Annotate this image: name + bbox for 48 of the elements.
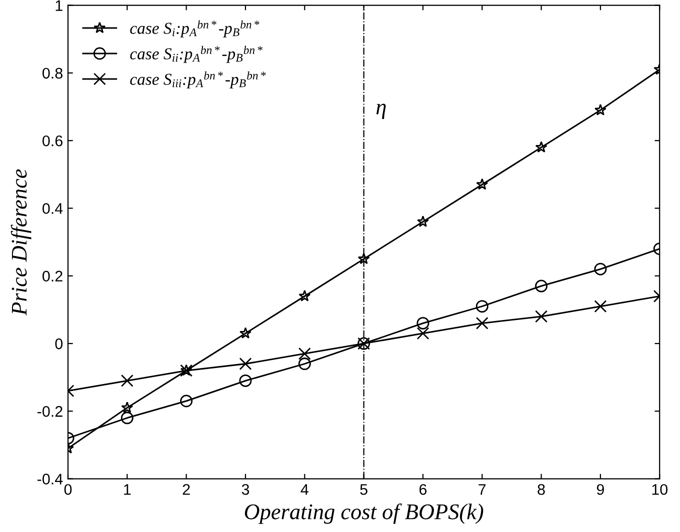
x-tick-label: 4 [300,484,308,495]
point [120,374,134,387]
x-tick-label: 2 [182,484,190,495]
point [416,216,429,227]
point [416,316,430,330]
x-tick-label: 6 [419,484,427,495]
y-tick-label: 0.6 [42,135,62,146]
point [120,412,134,424]
legend-label: case S$_{ii}$:p$_{A}$$^{bn*}$-p$_{B}$$^{bn*}$ [130,46,263,63]
point [239,358,252,370]
x-tick-label: 5 [360,484,368,495]
y-tick-label: 0 [55,338,63,350]
x-tick-label: 0 [64,484,72,495]
legend-label: case S$_{i}$:p$_{A}$$^{bn*}$-p$_{B}$$^{bn*}$ [130,20,260,38]
y-tick-label: -0.2 [37,406,62,417]
point [594,262,607,276]
point [358,252,370,264]
point [594,300,607,313]
point [416,327,430,340]
y-axis-title: Price Difference [10,169,32,316]
x-tick-label: 1 [124,484,131,495]
point [298,290,311,302]
point [476,300,488,313]
ref-line-label: η [376,104,386,119]
point [180,394,193,408]
y-tick-label: 0.2 [42,270,62,282]
point [535,141,548,153]
x-tick-label: 3 [242,484,250,495]
x-axis-title: Operating cost of BOPS(k) [244,503,484,524]
point [594,104,606,116]
point [535,280,548,292]
y-tick-label: 0.4 [42,203,63,214]
x-tick-label: 7 [478,484,486,495]
y-tick-label: 1 [56,0,62,11]
point [298,347,311,360]
point [121,402,134,413]
y-tick-label: 0.8 [42,68,62,79]
point [298,358,311,370]
point [476,316,488,330]
point [240,327,252,339]
point [535,310,548,323]
y-tick-label: -0.4 [37,474,63,484]
x-tick-label: 8 [538,484,545,495]
legend-label: case S$_{iii}$:p$_{A}$$^{bn*}$-p$_{B}$$^{bn*}$ [130,71,266,88]
point [476,178,488,190]
point [239,374,252,387]
x-tick-label: 9 [596,484,604,495]
x-tick-label: 10 [652,484,668,495]
